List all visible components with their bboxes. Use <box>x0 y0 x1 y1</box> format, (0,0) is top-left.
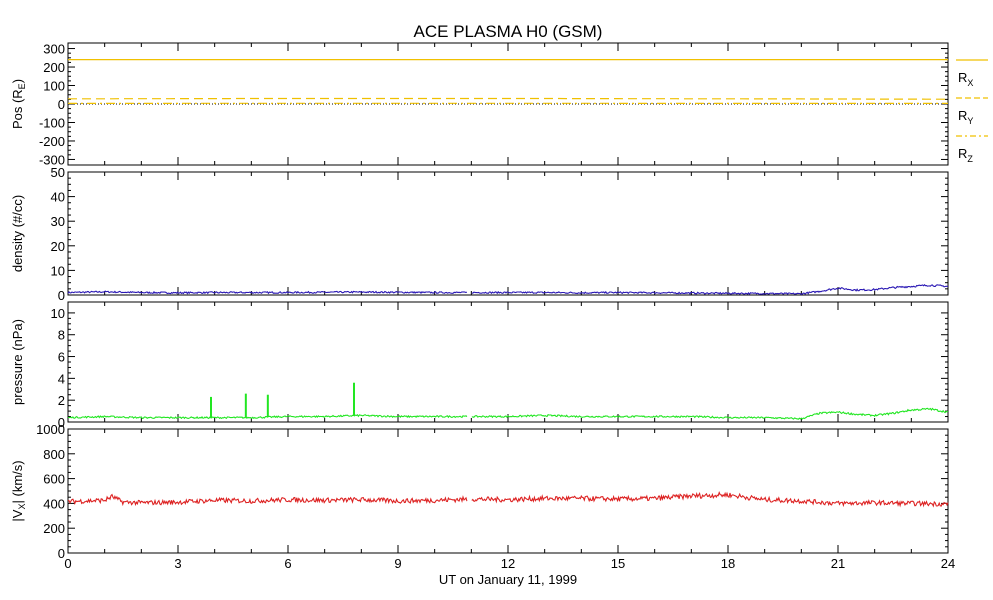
y-tick-label: -200 <box>39 134 65 149</box>
panel-velocity: 0 200 400 600 800 1000 |VX| (km/s) <box>10 422 949 561</box>
y-tick-label: 200 <box>43 60 65 75</box>
legend-label-sub: Z <box>967 154 973 164</box>
y-tick-label: 300 <box>43 42 65 57</box>
y-tick-label: 2 <box>58 393 65 408</box>
series-line-ry <box>68 97 948 100</box>
legend-label-ry: RY <box>958 108 973 126</box>
x-axis-title: UT on January 11, 1999 <box>439 572 577 587</box>
y-axis-title-end: ) <box>10 79 25 83</box>
y-axis-title-density: density (#/cc) <box>10 195 25 272</box>
y-tick-label: 30 <box>51 214 65 229</box>
y-tick-label: 1000 <box>36 422 65 437</box>
y-tick-label: -100 <box>39 115 65 130</box>
plot-frame-density <box>67 171 949 296</box>
y-tick-label: 10 <box>51 306 65 321</box>
legend-label-rx: RX <box>958 70 973 88</box>
y-axis-title-sub: X <box>17 504 27 510</box>
x-tick-label: 15 <box>611 556 625 571</box>
y-axis-title-position: Pos (RE) <box>10 79 27 129</box>
chart-title: ACE PLASMA H0 (GSM) <box>414 22 603 41</box>
x-tick-label: 12 <box>501 556 515 571</box>
y-tick-label: 200 <box>43 521 65 536</box>
series-line-density <box>67 284 949 296</box>
y-tick-label: 0 <box>58 546 65 561</box>
x-tick-label: 18 <box>721 556 735 571</box>
legend-label-main: R <box>958 108 967 123</box>
y-tick-label: 800 <box>43 447 65 462</box>
y-tick-label: 4 <box>58 371 65 386</box>
legend-label-main: R <box>958 146 967 161</box>
legend-label-sub: X <box>967 78 973 88</box>
y-axis-title-end: | (km/s) <box>10 460 25 503</box>
y-tick-label: 600 <box>43 472 65 487</box>
y-axis-title-velocity: |VX| (km/s) <box>10 460 27 521</box>
y-tick-label: 0 <box>58 288 65 303</box>
x-tick-label: 6 <box>284 556 291 571</box>
y-axis-title-sub: E <box>17 83 27 89</box>
y-tick-label: 10 <box>51 263 65 278</box>
y-tick-label: 8 <box>58 328 65 343</box>
x-tick-label: 0 <box>64 556 71 571</box>
y-tick-label: 6 <box>58 350 65 365</box>
y-axis-title-part: |V <box>10 509 25 521</box>
x-tick-label: 24 <box>941 556 955 571</box>
legend-label-main: R <box>958 70 967 85</box>
legend-label-rz: RZ <box>958 146 973 164</box>
plot-frame-pressure <box>67 301 949 423</box>
y-tick-label: 0 <box>58 97 65 112</box>
y-tick-label: 0 <box>58 415 65 430</box>
x-tick-label: 21 <box>831 556 845 571</box>
panel-pressure: 0 2 4 6 8 10 pressure (nPa) <box>10 301 949 430</box>
x-tick-label: 3 <box>174 556 181 571</box>
y-axis-title-part: Pos (R <box>10 89 25 129</box>
y-tick-label: 50 <box>51 165 65 180</box>
y-tick-label: 100 <box>43 79 65 94</box>
y-tick-label: 40 <box>51 190 65 205</box>
y-axis-title-pressure: pressure (nPa) <box>10 319 25 405</box>
legend-label-sub: Y <box>967 116 973 126</box>
series-line-velocity <box>67 490 949 508</box>
x-tick-label: 9 <box>394 556 401 571</box>
y-tick-label: 20 <box>51 239 65 254</box>
plot-frame-velocity <box>67 428 949 554</box>
y-tick-label: 400 <box>43 496 65 511</box>
y-tick-label: -300 <box>39 152 65 167</box>
panel-density: 0 10 20 30 40 50 density (#/cc) <box>10 165 949 303</box>
